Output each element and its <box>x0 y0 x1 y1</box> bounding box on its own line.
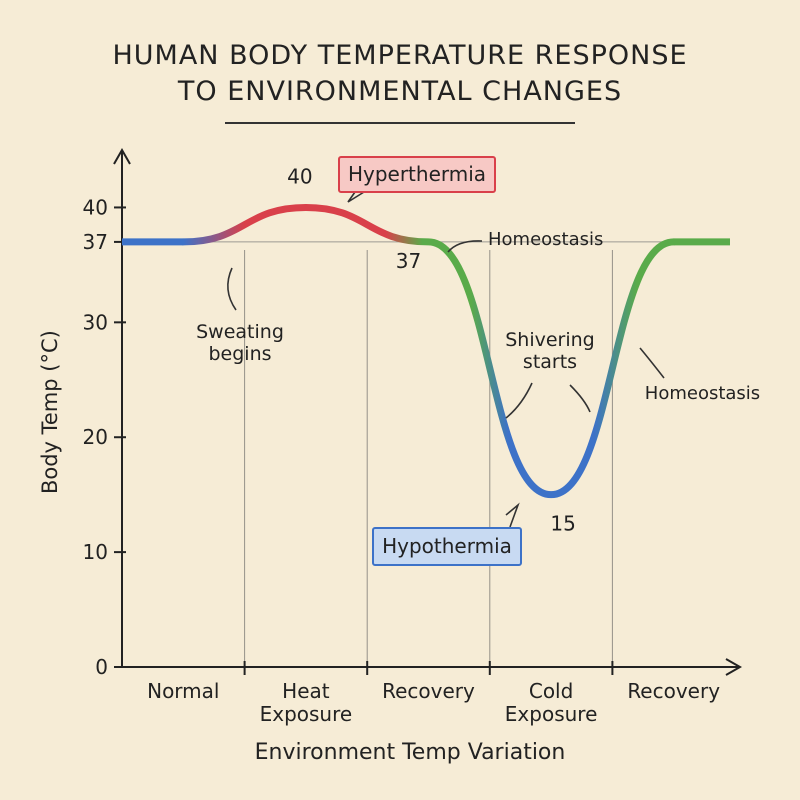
annotation: Hyperthermia <box>338 156 496 193</box>
y-tick-label: 40 <box>83 195 108 219</box>
annotation-arrow <box>227 267 237 311</box>
y-axis-arrow <box>113 147 131 165</box>
x-tick-label: Heat Exposure <box>259 679 353 726</box>
x-axis-arrow <box>725 658 743 676</box>
x-tick-label: Cold Exposure <box>504 679 598 726</box>
x-tick-label: Recovery <box>382 679 475 703</box>
y-tick-label: 10 <box>83 540 108 564</box>
y-tick-label: 20 <box>83 425 108 449</box>
annotation: Sweating begins <box>196 321 284 365</box>
annotation-arrow <box>505 502 520 528</box>
data-label: 15 <box>550 512 575 536</box>
data-label: 40 <box>287 164 312 188</box>
annotation-arrow <box>639 347 665 379</box>
y-tick-label: 0 <box>95 655 108 679</box>
annotation: Hypothermia <box>372 527 522 566</box>
data-label: 37 <box>396 249 421 273</box>
y-tick-label: 30 <box>83 310 108 334</box>
chart-title: HUMAN BODY TEMPERATURE RESPONSE TO ENVIR… <box>112 40 688 108</box>
y-axis-label: Body Temp (°C) <box>37 330 62 495</box>
x-tick-label: Normal <box>147 679 220 703</box>
y-tick-label: 37 <box>83 230 108 254</box>
annotation: Homeostasis <box>488 229 604 250</box>
x-tick-label: Recovery <box>627 679 721 703</box>
line <box>179 203 678 499</box>
annotation-arrow <box>569 384 591 413</box>
annotation-arrow <box>505 382 533 419</box>
annotation: Homeostasis <box>644 383 761 404</box>
annotation-arrow <box>347 191 365 203</box>
annotation: Shivering starts <box>505 329 595 373</box>
annotation-arrow <box>447 240 483 253</box>
x-axis-label: Environment Temp Variation <box>254 740 566 765</box>
